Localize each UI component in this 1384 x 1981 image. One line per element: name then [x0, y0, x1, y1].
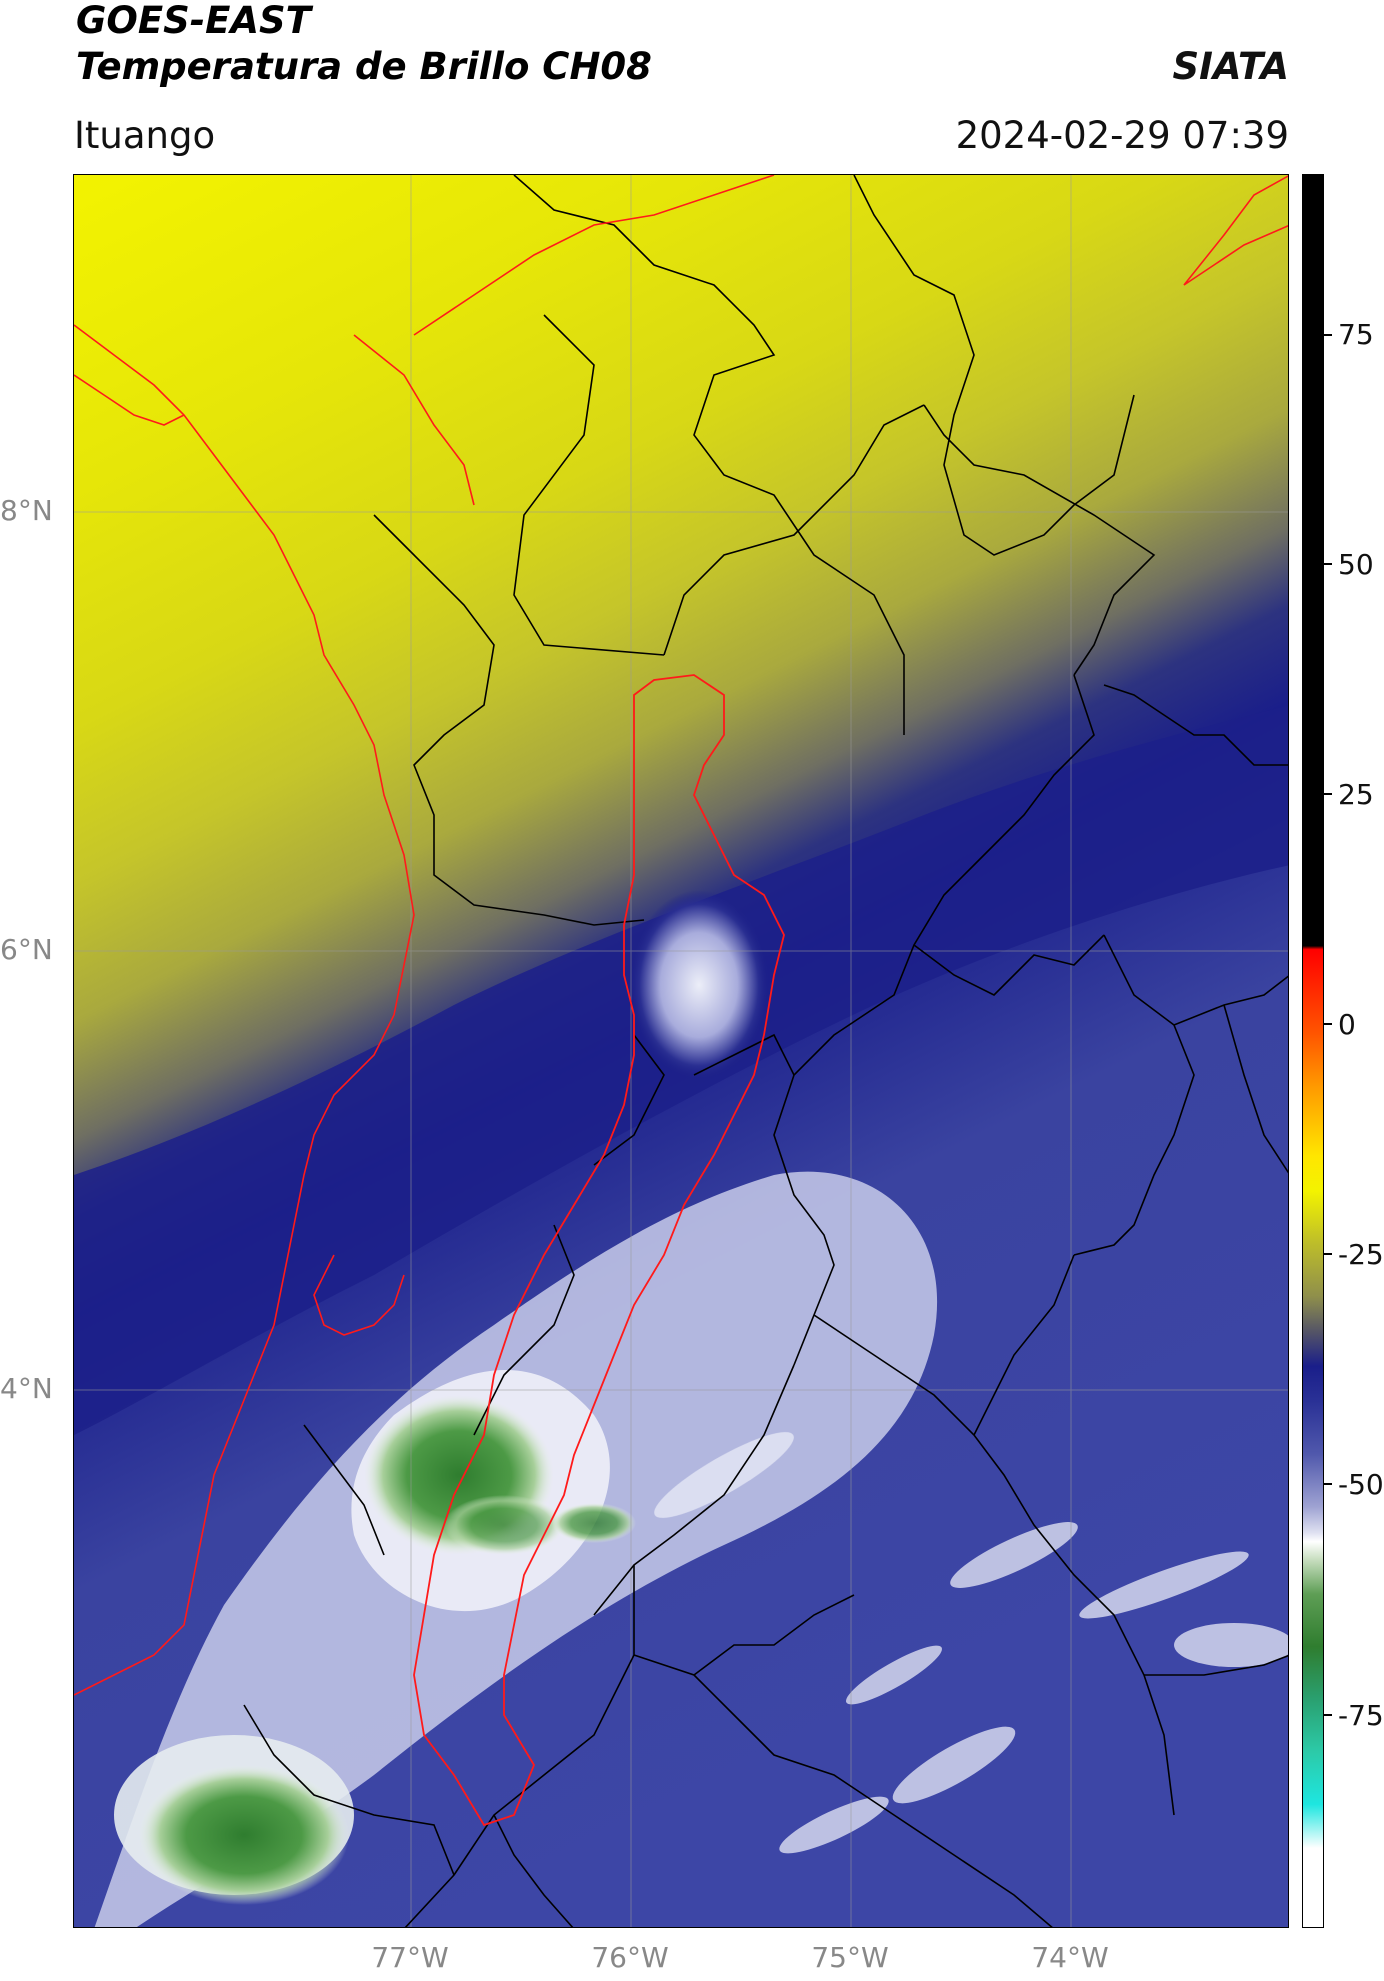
colorbar-label-minus50: -50 [1338, 1468, 1384, 1501]
temperature-colorbar [1302, 174, 1324, 1928]
cloud-core-small [444, 1495, 564, 1555]
lon-label-77w: 77°W [371, 1941, 449, 1974]
department-boundaries [243, 175, 1288, 1927]
lon-label-76w: 76°W [591, 1941, 669, 1974]
title-satellite: GOES-EAST [76, 0, 311, 42]
coldest-cloud-southwest [139, 1765, 349, 1905]
colorbar-tick [1324, 1714, 1332, 1716]
lat-label-4n: 4°N [0, 1372, 53, 1405]
colorbar-tick [1324, 334, 1332, 336]
cloud-streaks [654, 1432, 1288, 1854]
colorbar-label-0: 0 [1338, 1008, 1356, 1041]
colorbar-label-minus25: -25 [1338, 1238, 1384, 1271]
location-label: Ituango [74, 114, 216, 157]
datetime-label: 2024-02-29 07:39 [955, 114, 1289, 157]
colorbar-tick [1324, 563, 1332, 565]
colorbar-label-minus75: -75 [1338, 1699, 1384, 1732]
lon-label-74w: 74°W [1031, 1941, 1109, 1974]
convective-cell [629, 890, 769, 1080]
ituango-region-outline [413, 674, 785, 1827]
colorbar-label-25: 25 [1338, 778, 1374, 811]
lon-label-75w: 75°W [811, 1941, 889, 1974]
colorbar-label-75: 75 [1338, 318, 1374, 351]
colorbar-tick [1324, 793, 1332, 795]
satellite-map[interactable] [73, 174, 1289, 1928]
colorbar-tick [1324, 1023, 1332, 1025]
colorbar-tick [1324, 1483, 1332, 1485]
lat-label-6n: 6°N [0, 933, 53, 966]
brand-label: SIATA [1172, 45, 1289, 88]
colorbar-tick [1324, 1253, 1332, 1255]
title-product: Temperatura de Brillo CH08 [76, 45, 652, 88]
coastline [74, 175, 1288, 1696]
map-canvas [74, 175, 1288, 1927]
cloud-core-east [552, 1503, 636, 1543]
colorbar-label-50: 50 [1338, 548, 1374, 581]
lat-label-8n: 8°N [0, 494, 53, 527]
graticule [74, 175, 1288, 1927]
